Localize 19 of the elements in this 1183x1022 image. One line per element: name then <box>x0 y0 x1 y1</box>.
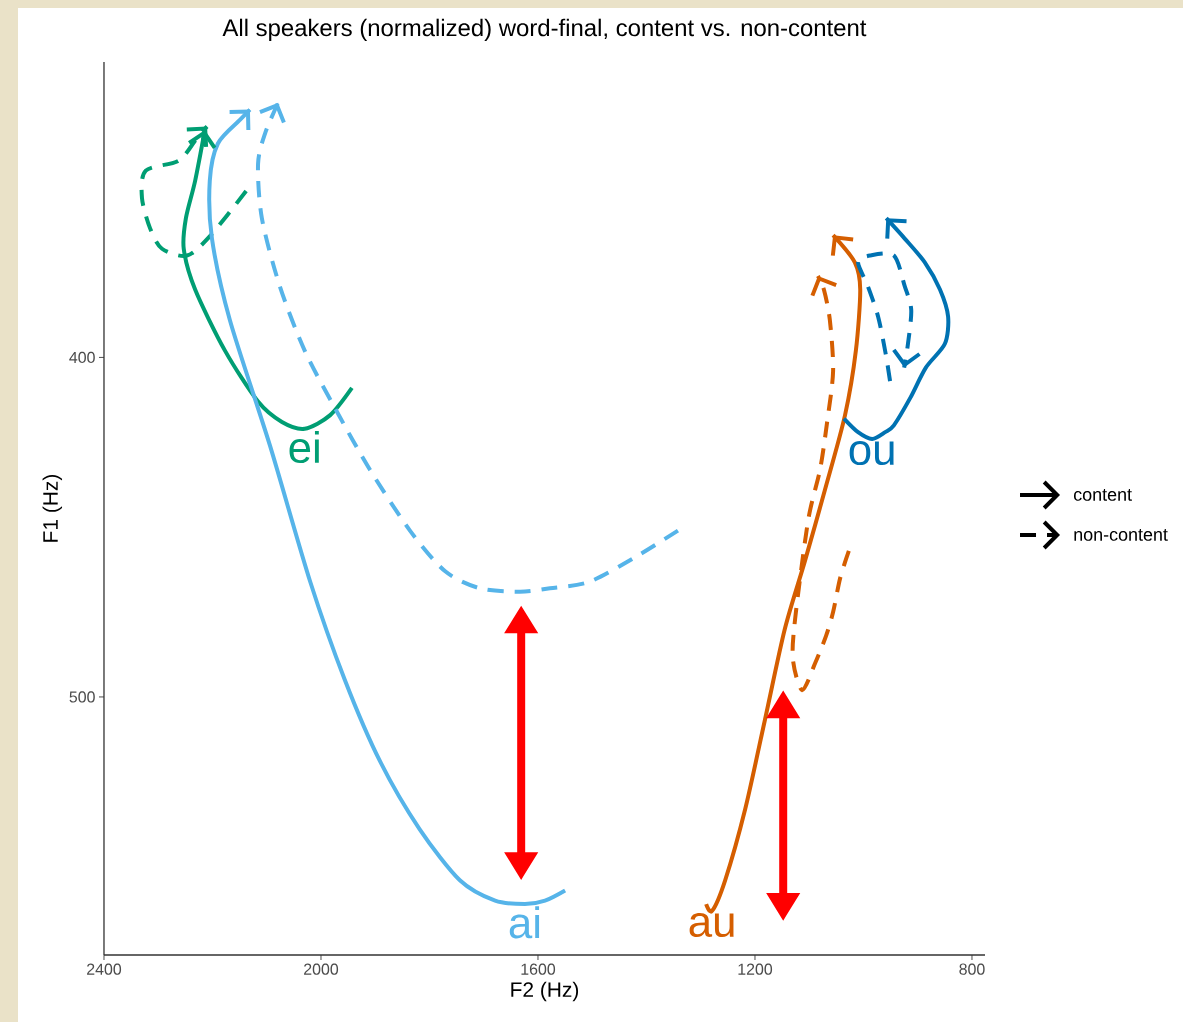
x-tick-label: 800 <box>959 963 985 975</box>
chart-title: All speakers (normalized) word-final, content vs. non-content <box>222 18 867 41</box>
y-tick-label: 500 <box>69 691 95 703</box>
annotation: ei <box>289 430 319 464</box>
annotation: au <box>689 913 734 938</box>
annotation: ai <box>509 906 540 939</box>
line-series <box>790 273 851 693</box>
y-axis-title: F1 (Hz) <box>42 474 63 542</box>
y-tick-label: 400 <box>69 351 95 364</box>
x-tick-label: 2400 <box>87 963 122 975</box>
x-axis-title: F2 (Hz) <box>511 981 579 1002</box>
line-series <box>841 216 951 441</box>
x-tick-label: 1600 <box>521 963 556 975</box>
x-tick-label: 2000 <box>304 963 339 975</box>
text: content <box>1073 489 1132 501</box>
annotation: ou <box>849 441 894 466</box>
x-tick-label: 1200 <box>738 963 773 975</box>
line-series <box>207 107 568 907</box>
text: non-content <box>1074 529 1168 541</box>
